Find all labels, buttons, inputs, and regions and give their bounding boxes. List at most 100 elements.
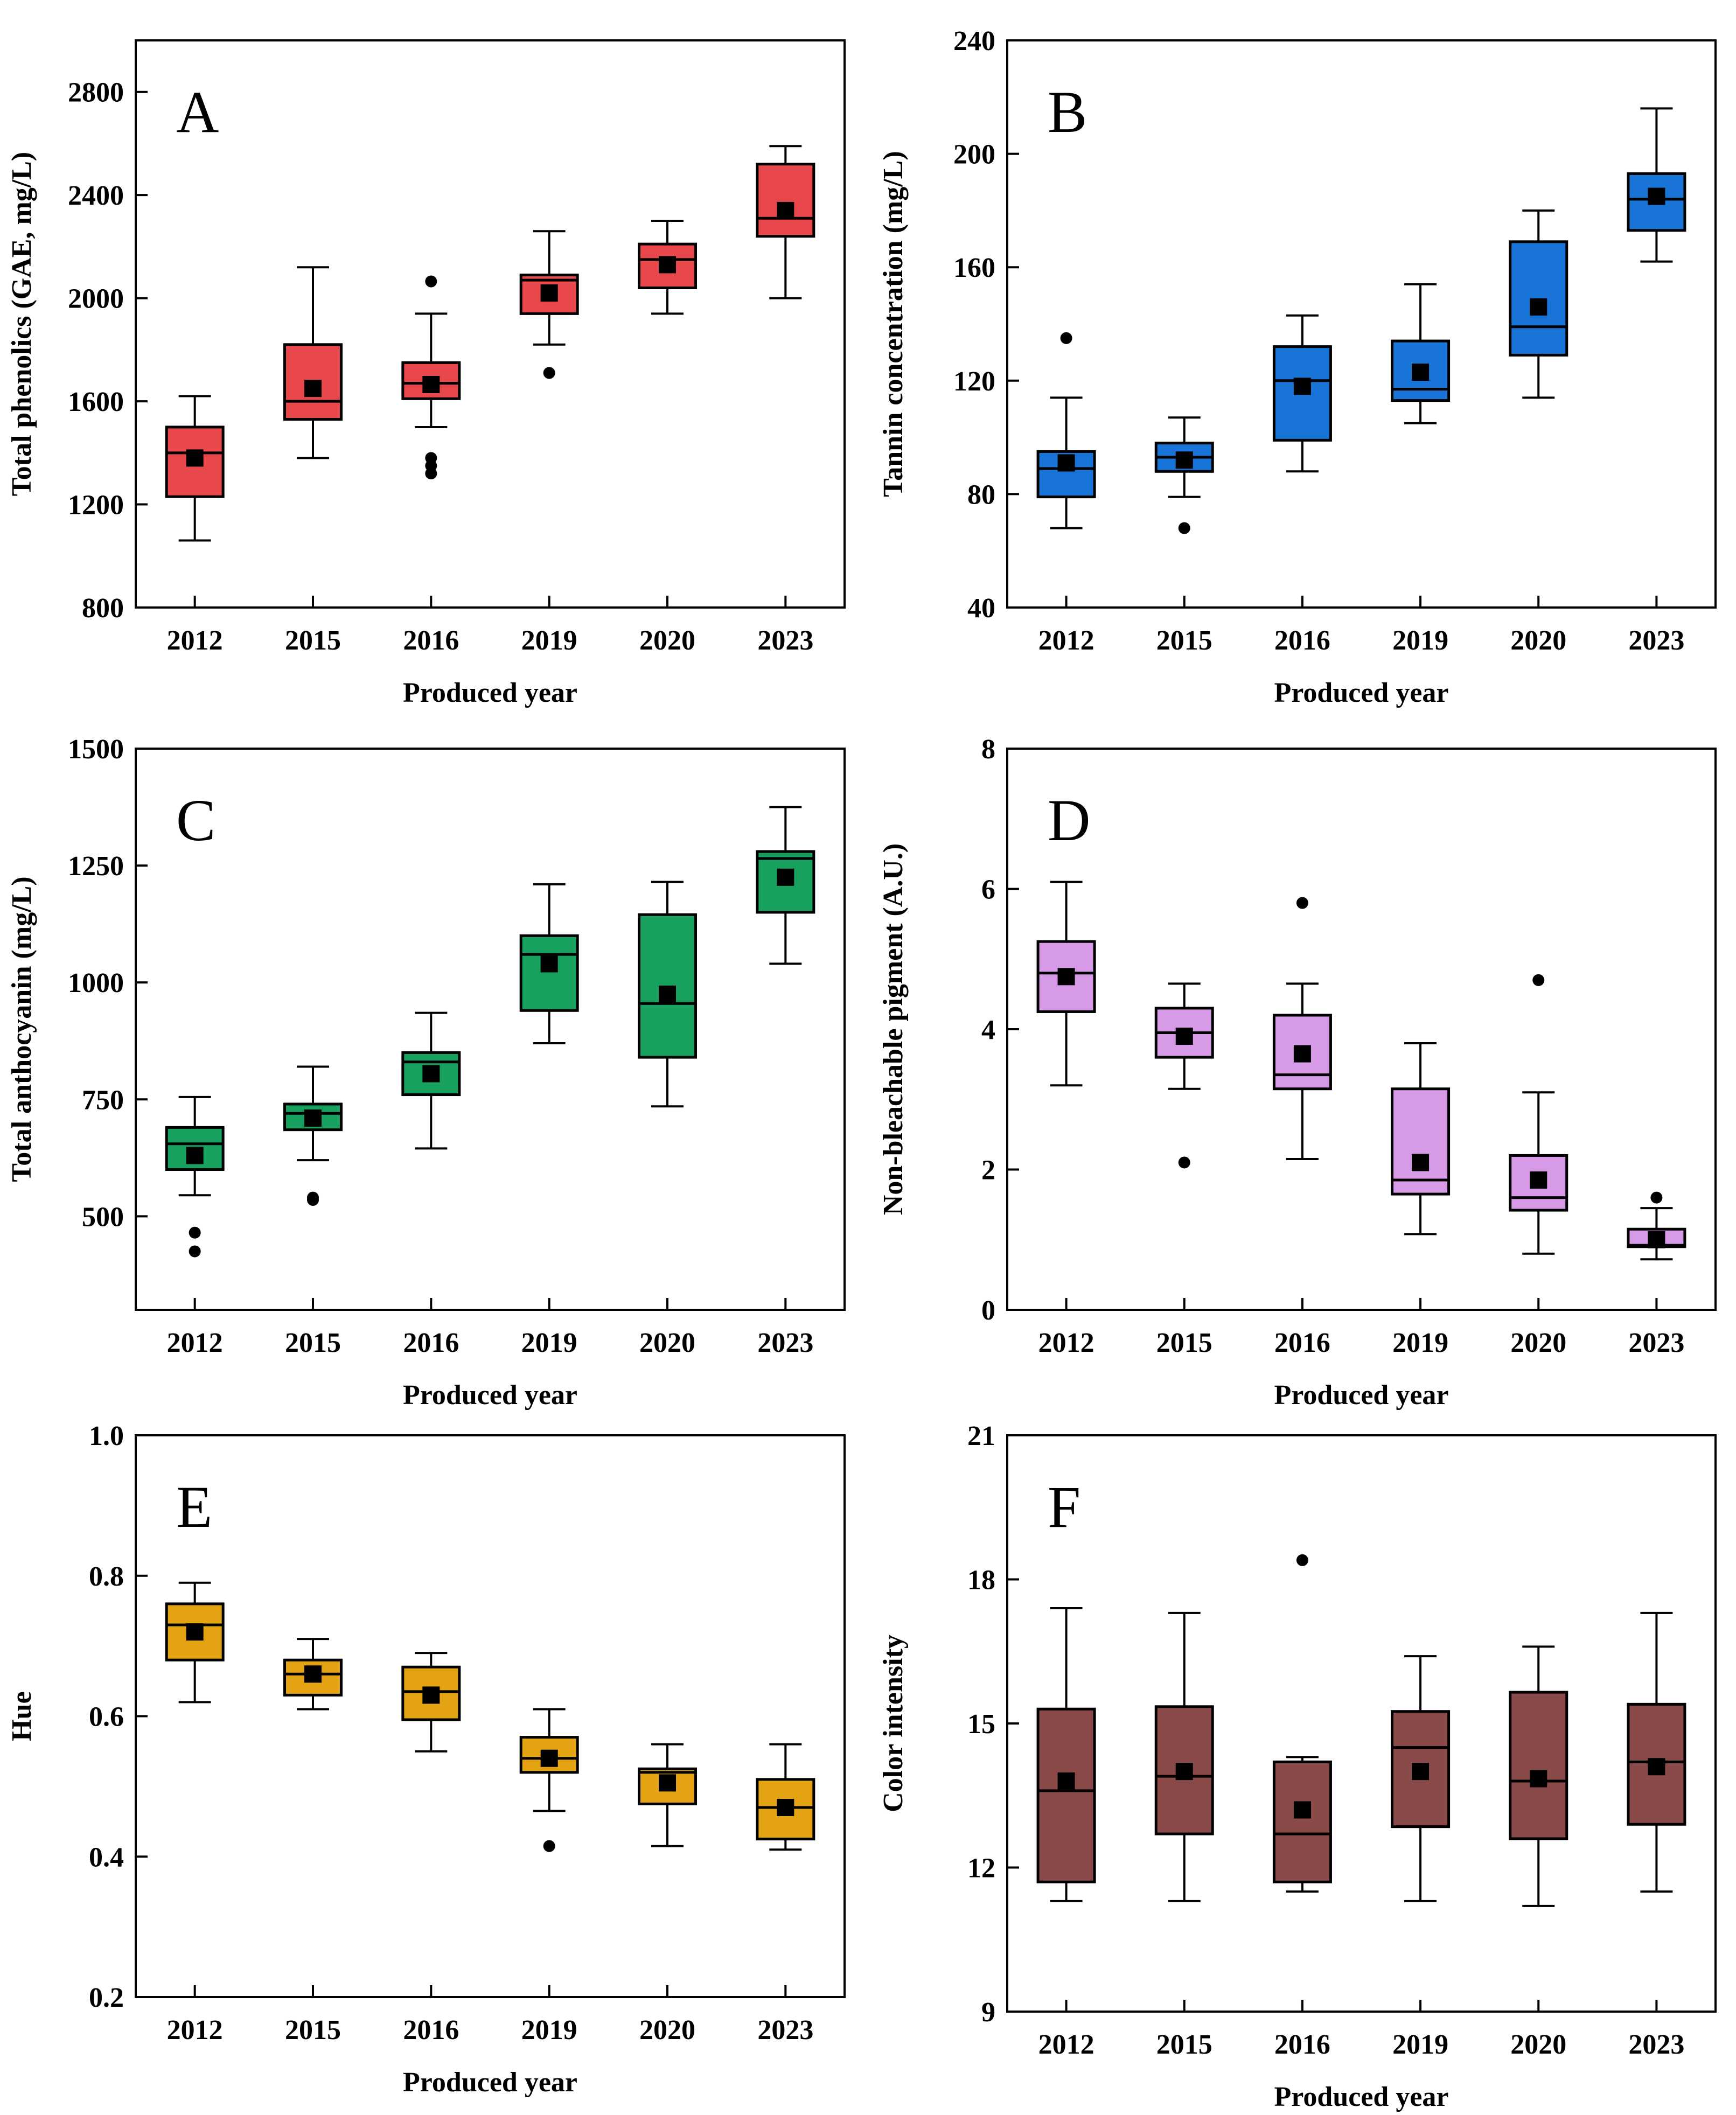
box-iqr [756,163,815,238]
x-tick-label-f: 2012 [1038,2029,1094,2060]
mean-marker [304,1665,322,1683]
mean-marker [1175,1763,1193,1781]
y-tick-label-e: 0.4 [89,1842,124,1873]
x-tick-label-e: 2015 [285,2015,341,2046]
outlier-point [1060,332,1072,344]
outlier-point [425,467,437,480]
mean-marker [1412,364,1430,381]
panel-letter-b: B [1048,79,1087,145]
y-tick-label-e: 0.2 [89,1983,124,2013]
y-tick-label-f: 21 [967,1421,995,1451]
y-tick-label-d: 2 [981,1155,995,1186]
y-tick-label-b: 80 [967,479,995,510]
box-a-2019 [519,230,579,379]
outlier-point [1296,1554,1308,1566]
mean-marker [1057,454,1075,472]
box-e-2016 [401,1652,461,1753]
box-iqr [1272,1760,1332,1883]
box-a-2015 [283,266,343,459]
mean-marker [304,380,322,397]
y-tick-label-c: 1000 [68,968,124,999]
panel-f: 9 12 15 18 21 2012 2015 2016 2019 2020 2023 Produce… [878,1421,1717,2112]
outlier-point [425,275,437,288]
mean-marker [1293,1045,1311,1063]
box-iqr [1391,1087,1451,1196]
box-d-2015 [1154,982,1214,1169]
mean-marker [422,1686,440,1704]
mean-marker [1648,187,1665,205]
mean-marker [540,284,558,302]
box-b-2016 [1272,314,1332,473]
box-b-2023 [1627,107,1686,263]
x-tick-label-c: 2015 [285,1328,341,1358]
x-tick-label-d: 2019 [1392,1328,1448,1358]
box-b-2019 [1391,283,1451,424]
box-e-2023 [756,1743,815,1851]
y-tick-label-c: 500 [82,1202,124,1232]
y-axis-title-b: Tannin concentration (mg/L) [878,151,909,497]
mean-marker [1412,1763,1430,1781]
x-axis-title-c: Produced year [403,1380,577,1411]
x-tick-label-a: 2012 [167,625,223,656]
mean-marker [304,1109,322,1127]
x-axis-title-f: Produced year [1274,2082,1449,2112]
x-tick-label-a: 2015 [285,625,341,656]
mean-marker [1530,298,1547,316]
outlier-point [189,1226,201,1239]
plot-frame-b [1006,39,1717,609]
box-e-2015 [283,1638,343,1711]
x-tick-label-d: 2020 [1510,1328,1566,1358]
x-axis-title-b: Produced year [1274,678,1449,708]
mean-marker [777,868,794,886]
x-tick-label-b: 2016 [1274,625,1330,656]
box-f-2012 [1036,1607,1096,1902]
mean-marker [1293,378,1311,395]
y-tick-label-c: 750 [82,1085,124,1115]
y-tick-label-b: 120 [953,366,995,397]
box-c-2019 [519,883,579,1045]
mean-marker [1648,1758,1665,1776]
plot-frame-a [135,39,846,609]
y-tick-label-a: 2800 [68,78,124,108]
y-tick-label-f: 12 [967,1853,995,1884]
panel-letter-f: F [1048,1474,1080,1540]
outlier-point [1532,974,1545,986]
outlier-point [543,1840,555,1852]
mean-marker [1648,1231,1665,1248]
plot-frame-d [1006,748,1717,1311]
box-d-2020 [1509,974,1568,1255]
mean-marker [422,1065,440,1083]
box-a-2023 [756,145,815,299]
x-tick-label-e: 2020 [639,2015,695,2046]
mean-marker [186,1623,204,1641]
x-tick-label-a: 2019 [521,625,577,656]
x-tick-label-f: 2016 [1274,2029,1330,2060]
box-c-2020 [638,881,697,1108]
box-f-2016 [1272,1554,1332,1893]
y-tick-label-f: 18 [967,1565,995,1596]
panel-e: 0.2 0.4 0.6 0.8 1.0 2012 2015 2016 2019 2020 2023 P… [6,1421,846,2098]
plot-frame-c [135,748,846,1311]
panel-letter-a: A [176,79,219,145]
plot-frame-e [135,1434,846,1998]
mean-marker [186,449,204,467]
box-c-2015 [283,1065,343,1206]
box-iqr [1036,1707,1096,1883]
mean-marker [1530,1770,1547,1788]
x-tick-label-c: 2019 [521,1328,577,1358]
x-tick-label-b: 2020 [1510,625,1566,656]
outlier-point [543,367,555,379]
x-tick-label-b: 2023 [1628,625,1684,656]
mean-marker [777,201,794,219]
box-e-2012 [165,1581,225,1704]
x-tick-label-c: 2020 [639,1328,695,1358]
x-tick-label-f: 2020 [1510,2029,1566,2060]
y-axis-title-e: Hue [6,1691,37,1741]
y-tick-label-d: 8 [981,734,995,765]
x-tick-label-e: 2012 [167,2015,223,2046]
panel-letter-c: C [176,787,215,853]
box-f-2015 [1154,1611,1214,1902]
y-tick-label-a: 800 [82,593,124,624]
x-axis-title-d: Produced year [1274,1380,1449,1411]
panel-letter-e: E [176,1474,212,1540]
